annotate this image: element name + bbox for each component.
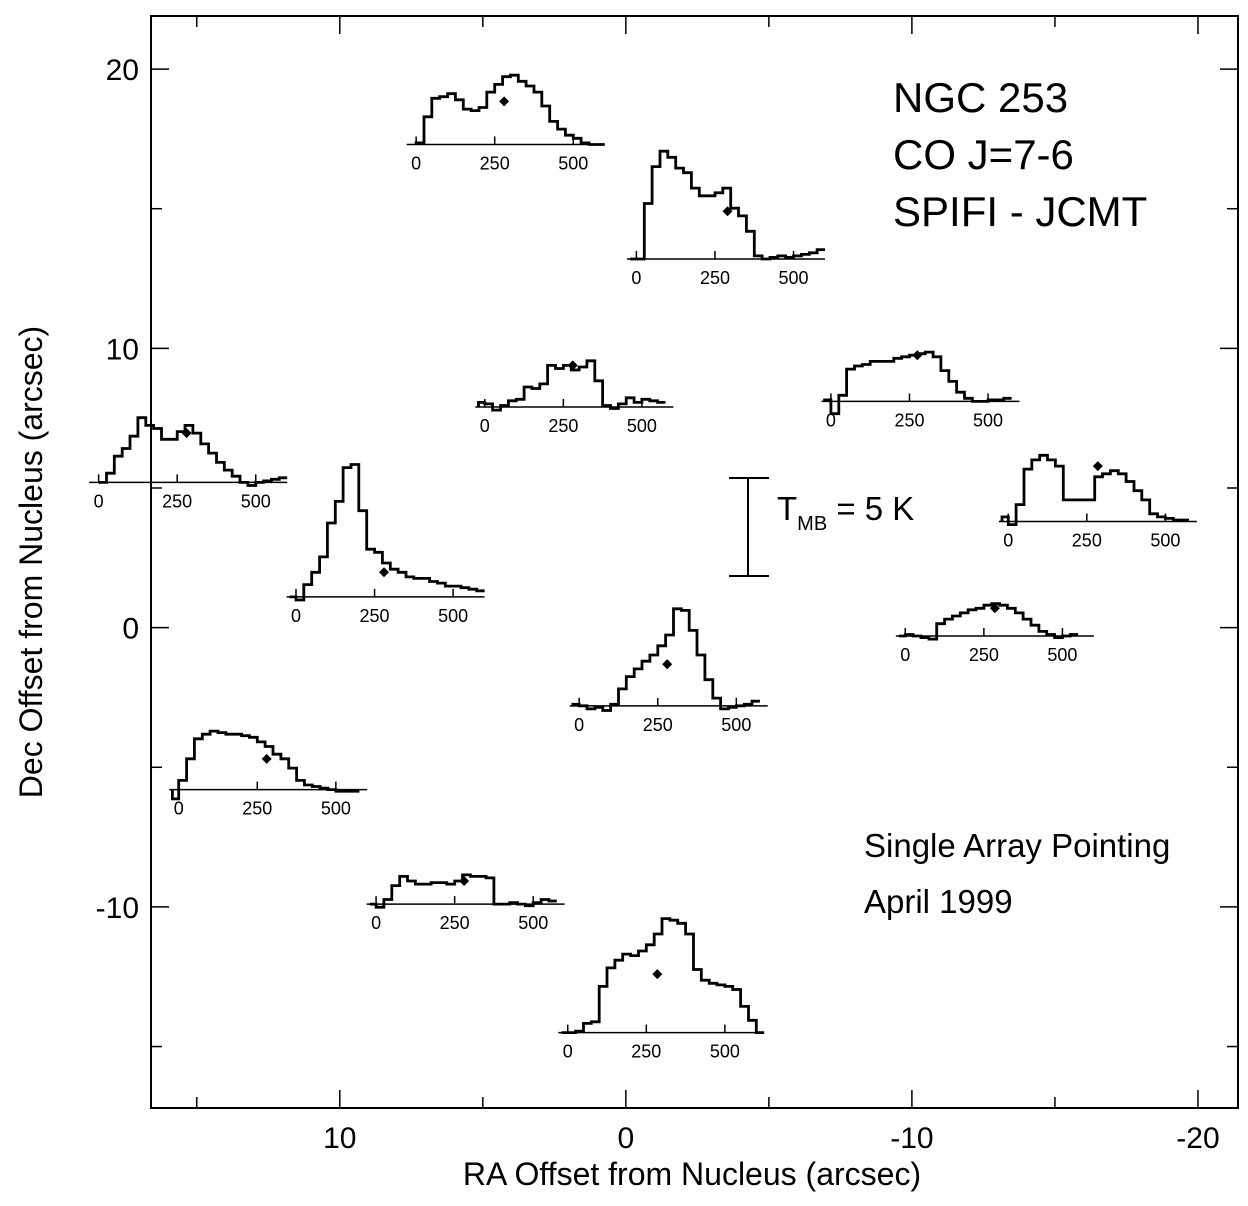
annotation-line-1: Single Array Pointing — [864, 827, 1170, 864]
spectrum-profile — [1000, 453, 1189, 526]
spectrum-marker — [261, 753, 272, 764]
spectrum-tick-label: 500 — [518, 913, 548, 933]
x-tick-label: -10 — [890, 1122, 933, 1155]
spectrum-tick-label: 500 — [558, 153, 588, 173]
y-tick-label: 10 — [106, 333, 139, 366]
y-tick-label: 20 — [106, 54, 139, 87]
spectrum-tick-label: 0 — [411, 153, 421, 173]
spectrum-profile — [98, 416, 288, 487]
spectrum-tick-label: 250 — [548, 416, 578, 436]
spectrum-profile — [630, 149, 825, 261]
spectrum-marker — [652, 969, 663, 980]
spectrum-tick-label: 0 — [94, 491, 104, 511]
spectrum-tick-label: 500 — [721, 715, 751, 735]
spectrum-ra-6-dec-3: 0 250 500 — [286, 463, 485, 626]
spectrum-ra-minus-17-dec-7: 0 250 500 — [998, 453, 1197, 551]
title-line-3: SPIFI - JCMT — [893, 188, 1147, 235]
spectrum-tick-label: 500 — [973, 410, 1003, 430]
annotation-line-2: April 1999 — [864, 883, 1013, 920]
spectrum-marker — [378, 567, 389, 578]
spectrum-marker — [567, 360, 578, 371]
x-axis-title: RA Offset from Nucleus (arcsec) — [463, 1156, 921, 1192]
spectrum-ra-4-dec-20: 0 250 500 — [406, 73, 605, 173]
spectrum-profile — [171, 729, 360, 801]
spectrum-tick-label: 500 — [1150, 531, 1180, 551]
spectrum-ra-1-dec-9: 0 250 500 — [475, 359, 674, 436]
x-tick-label: 10 — [323, 1122, 356, 1155]
spectrum-tick-label: 250 — [894, 410, 924, 430]
spectrum-profile — [571, 607, 760, 712]
y-tick-label: 0 — [122, 613, 139, 646]
spectrum-tick-label: 250 — [700, 268, 730, 288]
spectrum-profile — [899, 602, 1079, 641]
spectrum-marker — [181, 428, 192, 439]
temperature-scale-bar: TMB = 5 K — [729, 477, 914, 577]
spectrum-tick-label: 500 — [627, 416, 657, 436]
spectrum-profile — [414, 73, 605, 146]
y-tick-label: -10 — [96, 892, 139, 925]
spectrum-ra-minus-10-dec-11: 0 250 500 — [821, 350, 1020, 430]
plot-frame-layer — [150, 15, 1239, 1109]
spectrum-tick-label: 0 — [371, 913, 381, 933]
spectrum-tick-label: 250 — [360, 606, 390, 626]
spectrum-tick-label: 250 — [440, 913, 470, 933]
plot-frame — [150, 15, 1239, 1109]
spectrum-tick-label: 500 — [321, 799, 351, 819]
spectrum-tick-label: 0 — [174, 799, 184, 819]
x-tick-label: -20 — [1176, 1122, 1219, 1155]
spectrum-tick-label: 0 — [631, 268, 641, 288]
spectrum-tick-label: 250 — [1072, 531, 1102, 551]
spectrum-marker — [662, 659, 673, 670]
spectrum-marker — [912, 350, 923, 361]
spectrum-ra-12-dec-minus-4: 0 250 500 — [169, 729, 368, 819]
spectrum-tick-label: 250 — [969, 645, 999, 665]
spectrum-marker — [1092, 461, 1103, 472]
axis-ticks-layer: 10 0 -10 -20 20 10 0 -10 — [96, 16, 1238, 1155]
scale-bar-symbol: T — [777, 490, 797, 527]
spectrum-tick-label: 0 — [826, 410, 836, 430]
spectrum-marker — [459, 876, 470, 887]
spectrum-tick-label: 250 — [480, 153, 510, 173]
spectrum-tick-label: 500 — [438, 606, 468, 626]
spectrum-ra-minus-2-dec-0: 0 250 500 — [569, 607, 768, 735]
spectrum-profile — [289, 463, 485, 602]
title-line-1: NGC 253 — [893, 74, 1068, 121]
spectrum-ra-6-dec-minus-8: 0 250 500 — [366, 873, 565, 933]
spectrum-profile — [561, 917, 765, 1034]
spectrum-tick-label: 0 — [291, 606, 301, 626]
y-axis-title: Dec Offset from Nucleus (arcsec) — [13, 326, 49, 798]
scale-bar-label: TMB = 5 K — [777, 490, 914, 535]
scale-bar-value: = 5 K — [827, 490, 914, 527]
spectrum-tick-label: 250 — [631, 1042, 661, 1062]
spectrum-ra-12-dec-7: 0 250 500 — [89, 416, 288, 511]
spectrum-tick-label: 500 — [779, 268, 809, 288]
spectra-layer: 0 250 500 0 250 500 0 250 500 0 250 500 0 250 500 0 250 5… — [89, 73, 1197, 1062]
scale-bar-subscript: MB — [797, 513, 827, 535]
spectrum-tick-label: 0 — [900, 645, 910, 665]
spectrum-tick-label: 0 — [574, 715, 584, 735]
spectrum-tick-label: 250 — [162, 491, 192, 511]
spectrum-ra-minus-4-dec-minus-11: 0 250 500 — [558, 917, 765, 1062]
spectrum-ra-minus-3-dec-16: 0 250 500 — [626, 149, 825, 288]
spectrum-profile — [823, 350, 1012, 416]
spectrum-tick-label: 500 — [241, 491, 271, 511]
spectrum-tick-label: 0 — [563, 1042, 573, 1062]
spectrum-ra-minus-12-dec-1: 0 250 500 — [895, 602, 1094, 665]
spectrum-marker — [499, 96, 510, 107]
spectrum-tick-label: 250 — [242, 799, 272, 819]
spectrum-tick-label: 500 — [710, 1042, 740, 1062]
spectrum-tick-label: 0 — [1003, 531, 1013, 551]
spectrum-marker — [989, 603, 1000, 614]
spectrum-marker — [722, 206, 733, 217]
x-tick-label: 0 — [618, 1122, 635, 1155]
title-line-2: CO J=7-6 — [893, 131, 1074, 178]
spectrum-tick-label: 500 — [1047, 645, 1077, 665]
spectrum-tick-label: 250 — [643, 715, 673, 735]
spectrum-tick-label: 0 — [480, 416, 490, 436]
